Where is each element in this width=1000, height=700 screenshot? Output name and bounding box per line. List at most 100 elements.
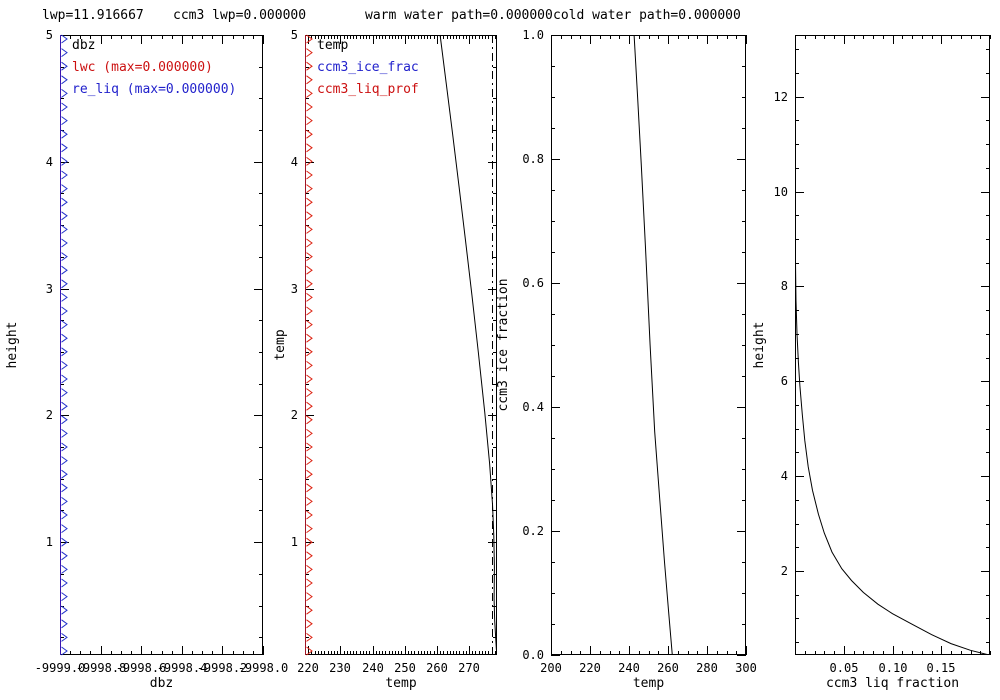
y-tick-label: 4 [291,155,298,169]
profile-marker [61,34,68,44]
legend-entry: re_liq (max=0.000000) [72,82,236,97]
ccm3-ice-fraction-panel-frame [551,35,746,655]
y-tick-label: 5 [291,28,298,42]
profile-marker [306,61,313,71]
x-tick-label: 220 [579,661,601,675]
profile-marker [61,143,68,153]
title-cold-water-path: cold water path=0.000000 [553,8,741,23]
profile-marker [61,456,68,466]
profile-marker [61,224,68,234]
profile-marker [306,252,313,262]
profile-marker [61,646,68,656]
profile-marker [306,102,313,112]
x-tick-label: 220 [297,661,319,675]
profile-marker [306,360,313,370]
profile-marker [306,88,313,98]
profile-marker [61,619,68,629]
profile-marker [306,211,313,221]
profile-marker [306,156,313,166]
profile-marker [306,524,313,534]
y-tick-label: 2 [291,408,298,422]
x-tick-label: -9998.2 [197,661,248,675]
profile-marker [306,48,313,58]
profile-marker [61,292,68,302]
profile-marker [61,360,68,370]
profile-marker [61,102,68,112]
y-tick-label: 5 [46,28,53,42]
profile-marker [61,197,68,207]
x-axis-title: dbz [150,676,173,691]
x-tick-label: -9998.8 [76,661,127,675]
legend-entry: ccm3_liq_prof [317,82,419,97]
profile-marker [306,279,313,289]
profile-marker [61,265,68,275]
y-tick-label: 1.0 [522,28,544,42]
title-lwp: lwp=11.916667 [42,8,144,23]
profile-marker [61,510,68,520]
profile-marker [306,184,313,194]
profile-marker [61,48,68,58]
x-tick-label: -9998.4 [157,661,208,675]
profile-marker [306,551,313,561]
x-tick-label: 240 [618,661,640,675]
x-tick-label: 280 [696,661,718,675]
y-tick-label: 0.2 [522,524,544,538]
x-tick-label: 300 [735,661,757,675]
profile-marker [306,578,313,588]
x-tick-label: 0.05 [830,661,859,675]
profile-marker [61,483,68,493]
profile-marker [61,469,68,479]
profile-marker [61,564,68,574]
profile-marker [306,415,313,425]
y-tick-label: 0.6 [522,276,544,290]
profile-marker [306,143,313,153]
profile-marker [306,401,313,411]
x-tick-label: 260 [426,661,448,675]
profile-marker [61,184,68,194]
profile-marker [306,388,313,398]
y-tick-label: 3 [291,282,298,296]
profile-marker [61,156,68,166]
profile-marker [61,279,68,289]
x-axis-title: temp [385,676,416,691]
profile-marker [306,510,313,520]
y-tick-label: 4 [781,469,788,483]
legend-entry: temp [317,38,348,53]
liq-fraction-vs-height-curve [795,220,988,655]
profile-marker [306,333,313,343]
profile-marker [61,61,68,71]
profile-marker [61,116,68,126]
profile-marker [61,605,68,615]
legend-entry: ccm3_ice_frac [317,60,419,75]
profile-marker [61,401,68,411]
y-axis-title: height [5,322,20,369]
y-tick-label: 10 [774,185,788,199]
x-tick-label: 230 [329,661,351,675]
legend-entry: dbz [72,38,95,53]
profile-marker [61,442,68,452]
profile-marker [61,592,68,602]
profile-marker [306,537,313,547]
profile-marker [61,632,68,642]
profile-marker [306,224,313,234]
x-tick-label: 0.15 [927,661,956,675]
title-warm-water-path: warm water path=0.000000 [365,8,553,23]
y-tick-label: 1 [291,535,298,549]
profile-marker [306,483,313,493]
x-axis-title: temp [633,676,664,691]
profile-marker [61,75,68,85]
y-tick-label: 2 [781,564,788,578]
y-tick-label: 1 [46,535,53,549]
dbz-profile-panel-frame [60,35,263,655]
profile-marker [61,306,68,316]
profile-marker [61,537,68,547]
profile-marker [306,306,313,316]
profile-marker [306,442,313,452]
profile-marker [306,456,313,466]
profile-marker [61,88,68,98]
profile-marker [306,374,313,384]
profile-marker [61,252,68,262]
x-tick-label: -9999.0 [35,661,86,675]
